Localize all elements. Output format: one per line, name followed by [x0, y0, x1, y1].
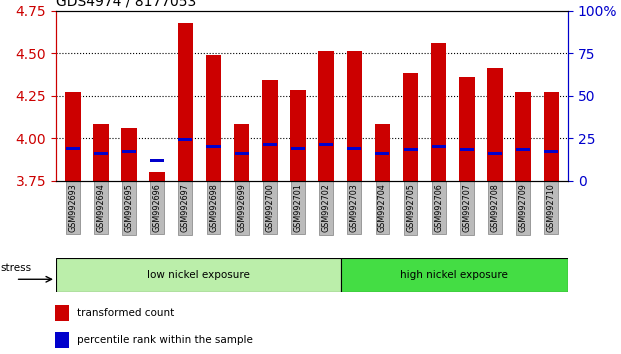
Text: percentile rank within the sample: percentile rank within the sample — [76, 335, 253, 346]
Text: GDS4974 / 8177053: GDS4974 / 8177053 — [56, 0, 196, 8]
Bar — [56, 258, 340, 292]
Bar — [55, 305, 70, 321]
Bar — [262, 80, 278, 181]
Bar — [340, 258, 568, 292]
Bar — [94, 152, 108, 155]
Bar — [66, 147, 80, 150]
Bar — [488, 152, 502, 155]
Bar — [319, 51, 334, 181]
Bar — [178, 138, 193, 141]
Bar — [403, 74, 419, 181]
Text: high nickel exposure: high nickel exposure — [401, 270, 509, 280]
Bar — [374, 125, 390, 181]
Bar — [487, 68, 503, 181]
Bar — [432, 145, 446, 148]
Text: transformed count: transformed count — [76, 308, 174, 318]
Bar — [65, 92, 81, 181]
Bar — [206, 55, 221, 181]
Bar — [235, 152, 249, 155]
Bar — [319, 143, 333, 147]
Bar — [207, 145, 220, 148]
Bar — [543, 92, 559, 181]
Bar — [460, 148, 474, 152]
Text: low nickel exposure: low nickel exposure — [147, 270, 250, 280]
Bar — [347, 51, 362, 181]
Text: stress: stress — [0, 263, 31, 273]
Bar — [93, 125, 109, 181]
Bar — [291, 147, 305, 150]
Bar — [431, 43, 446, 181]
Bar — [404, 148, 417, 152]
Bar — [544, 150, 558, 153]
Bar — [122, 150, 136, 153]
Bar — [234, 125, 250, 181]
Bar — [516, 148, 530, 152]
Bar — [375, 152, 389, 155]
Bar — [150, 172, 165, 181]
Bar — [55, 332, 70, 348]
Bar — [121, 128, 137, 181]
Bar — [347, 147, 361, 150]
Bar — [515, 92, 531, 181]
Bar — [290, 91, 306, 181]
Bar — [150, 159, 165, 162]
Bar — [178, 23, 193, 181]
Bar — [459, 77, 474, 181]
Bar — [263, 143, 277, 147]
